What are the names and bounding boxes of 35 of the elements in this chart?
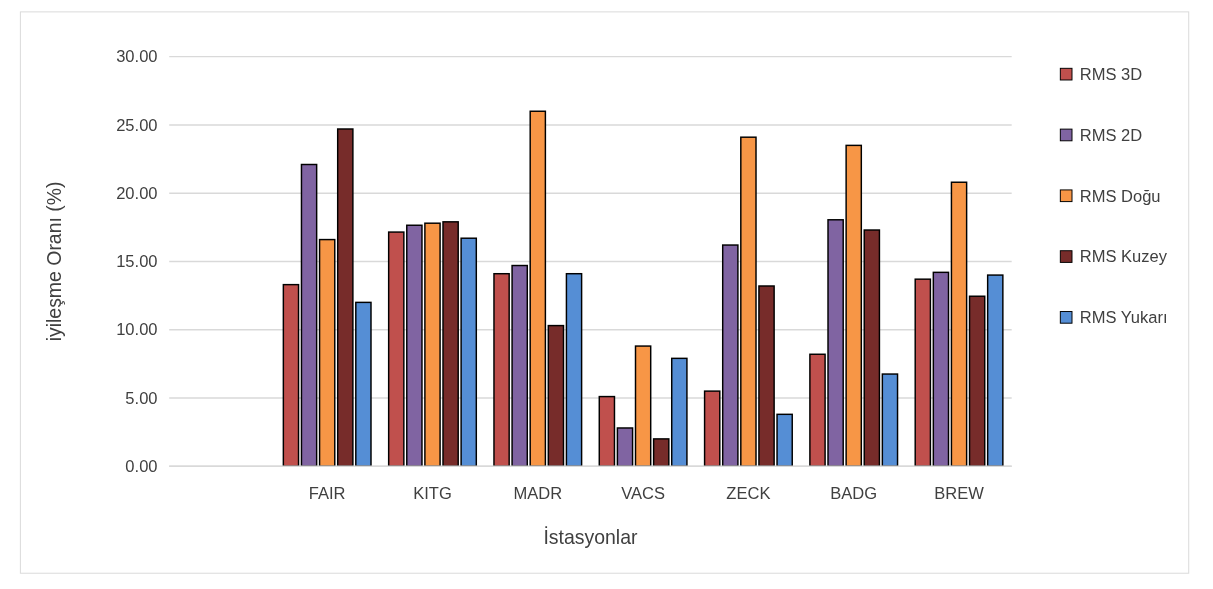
bar	[914, 278, 932, 467]
y-tick-label: 25.00	[116, 115, 158, 135]
legend-label: RMS Doğu	[1079, 186, 1161, 206]
x-tick-label: BADG	[830, 484, 878, 504]
bar	[616, 427, 634, 467]
y-tick-label: 5.00	[125, 388, 158, 408]
y-tick-label: 15.00	[116, 252, 158, 272]
x-tick-label: VACS	[621, 484, 665, 504]
bar	[634, 345, 652, 467]
legend-label: RMS 2D	[1079, 125, 1143, 145]
y-axis-title: iyileşme Oranı (%)	[43, 181, 66, 342]
x-tick-label: KITG	[413, 484, 452, 504]
bar	[986, 274, 1004, 467]
x-tick-label: BREW	[934, 484, 985, 504]
legend-label: RMS Kuzey	[1079, 247, 1168, 267]
y-tick-label: 30.00	[116, 47, 158, 67]
bar	[881, 373, 899, 467]
bar	[950, 181, 968, 467]
bar	[282, 283, 300, 467]
y-tick-label: 10.00	[116, 320, 158, 340]
bar	[300, 163, 318, 467]
bar	[863, 229, 881, 467]
x-tick-label: ZECK	[726, 484, 771, 504]
x-axis-title: İstasyonlar	[543, 526, 638, 549]
x-tick-label: FAIR	[308, 484, 346, 504]
legend-label: RMS Yukarı	[1079, 308, 1168, 328]
bar	[598, 395, 616, 467]
legend-label: RMS 3D	[1079, 64, 1143, 84]
y-tick-label: 20.00	[116, 183, 158, 203]
bar	[547, 324, 565, 467]
bar	[565, 272, 583, 467]
x-tick-label: MADR	[513, 484, 563, 504]
y-tick-label: 0.00	[125, 456, 158, 476]
bar	[968, 295, 986, 467]
bar	[932, 271, 950, 467]
